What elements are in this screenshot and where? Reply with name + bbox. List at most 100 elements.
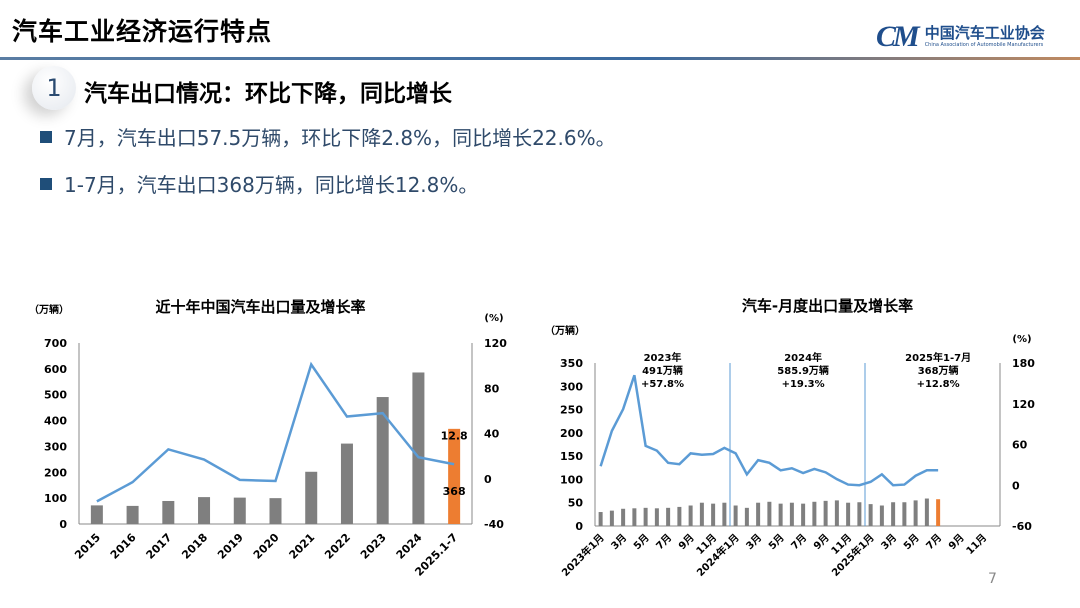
y2-tick-label: 0 (484, 473, 492, 486)
bar (269, 498, 282, 524)
bar (857, 502, 862, 526)
bar (722, 502, 727, 526)
bar (609, 510, 614, 526)
growth-line (599, 374, 939, 487)
bar (868, 504, 873, 526)
bar (699, 502, 704, 526)
bar (233, 497, 246, 524)
growth-line (96, 361, 455, 503)
y2-tick-label: 120 (484, 337, 507, 350)
bar (778, 503, 783, 526)
bar (340, 443, 353, 524)
y-tick-label: 350 (560, 357, 583, 370)
y-tick-label: 700 (44, 337, 67, 350)
chart-title: 汽车-月度出口量及增长率 (742, 297, 913, 315)
x-tick-label: 3月 (744, 532, 764, 552)
y2-tick-label: 120 (1012, 398, 1035, 411)
y2-axis-unit: (%) (1012, 334, 1031, 345)
y-tick-label: 200 (560, 427, 583, 440)
x-tick-label: 2017 (144, 531, 175, 562)
bar (305, 471, 318, 524)
y-tick-label: 50 (568, 497, 584, 510)
bar (913, 500, 918, 526)
x-tick-label: 2021 (287, 531, 318, 562)
bar (744, 507, 749, 526)
y2-tick-label: -40 (484, 518, 504, 531)
bar (834, 500, 839, 526)
year-annotation: 491万辆 (642, 364, 683, 377)
x-tick-label: 7月 (654, 532, 674, 552)
bullet-text: 1-7月，汽车出口368万辆，同比增长12.8%。 (64, 173, 479, 197)
bullet-item: 7月，汽车出口57.5万辆，环比下降2.8%，同比增长22.6%。 (40, 122, 616, 151)
y2-tick-label: -60 (1012, 520, 1032, 533)
x-tick-label: 2015 (72, 531, 103, 562)
y-tick-label: 500 (44, 389, 67, 402)
bar (789, 502, 794, 526)
bar (733, 505, 738, 526)
bar (677, 506, 682, 526)
x-tick-label: 2016 (108, 531, 139, 562)
bar (924, 498, 929, 526)
x-tick-label: 5月 (901, 532, 921, 552)
x-tick-label: 2022 (322, 531, 353, 562)
year-annotation: 2023年 (644, 351, 682, 364)
bar-data-label: 368 (443, 485, 466, 498)
x-tick-label: 5月 (631, 532, 651, 552)
year-annotation: +57.8% (641, 379, 684, 390)
x-tick-label: 2019 (215, 531, 246, 562)
y-tick-label: 300 (560, 380, 583, 393)
y-tick-label: 400 (44, 415, 67, 428)
caam-logo: CM 中国汽车工业协会 China Association of Automob… (876, 20, 1045, 54)
bar (162, 500, 175, 524)
bullet-text: 7月，汽车出口57.5万辆，环比下降2.8%，同比增长22.6%。 (64, 126, 616, 150)
bar (632, 508, 637, 526)
x-tick-label: 2018 (179, 531, 210, 562)
bar (711, 503, 716, 526)
bar (846, 502, 851, 526)
x-tick-label: 3月 (879, 532, 899, 552)
section-number-badge: 1 (32, 66, 76, 110)
bar (767, 501, 772, 526)
bar (902, 502, 907, 526)
bar (756, 502, 761, 526)
bullet-item: 1-7月，汽车出口368万辆，同比增长12.8%。 (40, 169, 478, 198)
bar (412, 372, 425, 524)
bar (126, 505, 139, 524)
year-annotation: 585.9万辆 (777, 364, 829, 377)
bar (936, 499, 941, 526)
year-annotation: +19.3% (782, 379, 825, 390)
bar (376, 397, 389, 524)
y-tick-label: 0 (575, 520, 583, 533)
y-tick-label: 100 (560, 473, 583, 486)
year-annotation: 368万辆 (918, 364, 959, 377)
line-data-label: 12.8 (441, 429, 468, 442)
y-tick-label: 600 (44, 363, 67, 376)
x-tick-label: 7月 (789, 532, 809, 552)
y2-tick-label: 40 (484, 428, 500, 441)
y-axis-unit: （万辆） (545, 324, 585, 337)
y-tick-label: 150 (560, 450, 583, 463)
year-annotation: 2025年1-7月 (905, 351, 971, 364)
logo-cn: 中国汽车工业协会 (924, 24, 1045, 42)
header-divider (0, 57, 1080, 60)
bar (812, 501, 817, 526)
bar (643, 507, 648, 526)
x-tick-label: 2020 (251, 531, 282, 562)
bar (90, 505, 103, 524)
bar (666, 507, 671, 526)
y-tick-label: 300 (44, 440, 67, 453)
bar (823, 500, 828, 526)
bar (879, 505, 884, 526)
y2-tick-label: 180 (1012, 357, 1035, 370)
x-tick-label: 11月 (964, 532, 989, 557)
x-tick-label: 2023 (358, 531, 389, 562)
bar (448, 428, 461, 524)
x-tick-label: 7月 (924, 532, 944, 552)
bar (598, 512, 603, 526)
bar (654, 508, 659, 526)
logo-mark: CM (876, 20, 920, 53)
y-tick-label: 200 (44, 466, 67, 479)
page-number: 7 (988, 571, 997, 587)
bar (891, 502, 896, 526)
